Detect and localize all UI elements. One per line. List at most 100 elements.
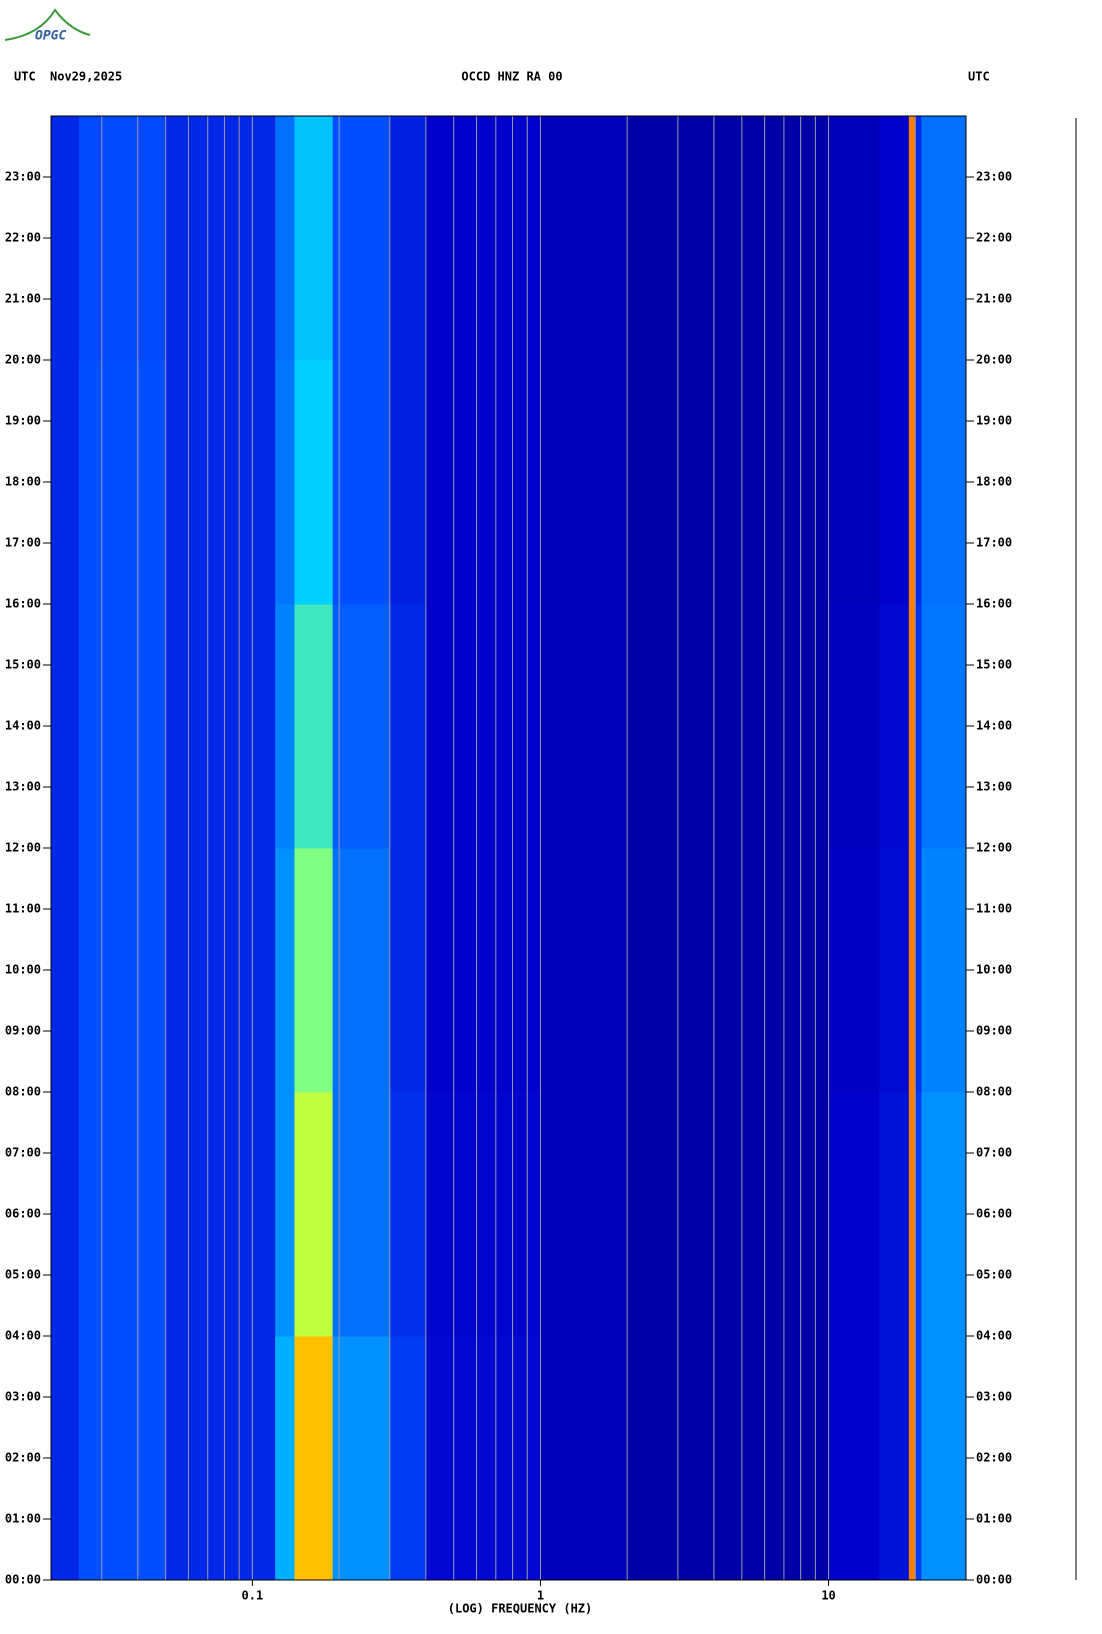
cell bbox=[294, 1092, 334, 1337]
y-tick-label: 19:00 bbox=[5, 414, 41, 428]
cell bbox=[332, 1092, 391, 1337]
cell bbox=[165, 1336, 276, 1581]
y-tick-label: 16:00 bbox=[5, 597, 41, 611]
cell bbox=[332, 116, 391, 361]
y-tick-label-right: 18:00 bbox=[976, 475, 1012, 489]
cell bbox=[389, 116, 427, 361]
cell bbox=[78, 848, 167, 1093]
cell bbox=[627, 360, 830, 605]
cell bbox=[332, 360, 391, 605]
cell bbox=[540, 848, 628, 1093]
y-tick-label-right: 11:00 bbox=[976, 902, 1012, 916]
y-tick-label: 10:00 bbox=[5, 963, 41, 977]
cell bbox=[332, 604, 391, 849]
cell bbox=[627, 848, 830, 1093]
cell bbox=[332, 1336, 391, 1581]
y-tick-label: 05:00 bbox=[5, 1268, 41, 1282]
cell bbox=[425, 116, 541, 361]
cell bbox=[915, 116, 922, 361]
cell bbox=[540, 1092, 628, 1337]
cell bbox=[908, 604, 916, 849]
cell bbox=[165, 360, 276, 605]
cell bbox=[879, 1336, 910, 1581]
cell bbox=[921, 116, 967, 361]
cell bbox=[389, 360, 427, 605]
cell bbox=[908, 848, 916, 1093]
y-tick-label: 14:00 bbox=[5, 719, 41, 733]
y-tick-label: 21:00 bbox=[5, 292, 41, 306]
cell bbox=[908, 1336, 916, 1581]
cell bbox=[879, 116, 910, 361]
cell bbox=[165, 1092, 276, 1337]
cell bbox=[389, 1092, 427, 1337]
y-tick-label: 06:00 bbox=[5, 1207, 41, 1221]
cell bbox=[540, 116, 628, 361]
cell bbox=[540, 604, 628, 849]
y-tick-label-right: 10:00 bbox=[976, 963, 1012, 977]
y-tick-label: 02:00 bbox=[5, 1451, 41, 1465]
cell bbox=[165, 848, 276, 1093]
x-axis-label: (LOG) FREQUENCY (HZ) bbox=[448, 1602, 593, 1616]
cell bbox=[389, 1336, 427, 1581]
logo-swoosh bbox=[4, 8, 91, 41]
y-tick-label-right: 21:00 bbox=[976, 292, 1012, 306]
cell bbox=[921, 1092, 967, 1337]
cell bbox=[425, 604, 541, 849]
cell bbox=[294, 360, 334, 605]
y-tick-label-right: 01:00 bbox=[976, 1512, 1012, 1526]
chart-title: OCCD HNZ RA 00 bbox=[461, 70, 562, 84]
y-tick-label-right: 04:00 bbox=[976, 1329, 1012, 1343]
y-tick-label: 08:00 bbox=[5, 1085, 41, 1099]
cell bbox=[915, 604, 922, 849]
y-tick-label-right: 20:00 bbox=[976, 353, 1012, 367]
y-tick-label: 20:00 bbox=[5, 353, 41, 367]
y-tick-label-right: 05:00 bbox=[976, 1268, 1012, 1282]
y-tick-label: 15:00 bbox=[5, 658, 41, 672]
cell bbox=[540, 1336, 628, 1581]
cell bbox=[294, 848, 334, 1093]
cell bbox=[908, 116, 916, 361]
cell bbox=[627, 116, 830, 361]
cell bbox=[627, 604, 830, 849]
cell bbox=[915, 360, 922, 605]
y-tick-label-right: 17:00 bbox=[976, 536, 1012, 550]
y-tick-label: 07:00 bbox=[5, 1146, 41, 1160]
cell bbox=[78, 1092, 167, 1337]
cell bbox=[921, 360, 967, 605]
cell bbox=[828, 848, 880, 1093]
cell bbox=[275, 604, 295, 849]
cell bbox=[78, 360, 167, 605]
cell bbox=[51, 604, 80, 849]
cell bbox=[915, 1092, 922, 1337]
y-tick-label: 11:00 bbox=[5, 902, 41, 916]
cell bbox=[828, 604, 880, 849]
y-tick-label-right: 23:00 bbox=[976, 170, 1012, 184]
cell bbox=[275, 1336, 295, 1581]
cell bbox=[921, 604, 967, 849]
cell bbox=[51, 1092, 80, 1337]
cell bbox=[332, 848, 391, 1093]
cell bbox=[51, 360, 80, 605]
cell bbox=[275, 360, 295, 605]
y-tick-label-right: 14:00 bbox=[976, 719, 1012, 733]
cell bbox=[425, 1092, 541, 1337]
cell bbox=[908, 360, 916, 605]
left-label: UTC bbox=[14, 70, 36, 84]
y-tick-label: 03:00 bbox=[5, 1390, 41, 1404]
date: Nov29,2025 bbox=[50, 70, 122, 84]
cell bbox=[294, 604, 334, 849]
cell bbox=[51, 116, 80, 361]
y-tick-label-right: 03:00 bbox=[976, 1390, 1012, 1404]
y-tick-label: 01:00 bbox=[5, 1512, 41, 1526]
y-tick-label-right: 08:00 bbox=[976, 1085, 1012, 1099]
cell bbox=[78, 116, 167, 361]
cell bbox=[165, 116, 276, 361]
cell bbox=[294, 116, 334, 361]
y-tick-label: 22:00 bbox=[5, 231, 41, 245]
y-tick-label: 09:00 bbox=[5, 1024, 41, 1038]
cell bbox=[828, 1092, 880, 1337]
cell bbox=[275, 116, 295, 361]
cell bbox=[879, 848, 910, 1093]
y-tick-label: 04:00 bbox=[5, 1329, 41, 1343]
